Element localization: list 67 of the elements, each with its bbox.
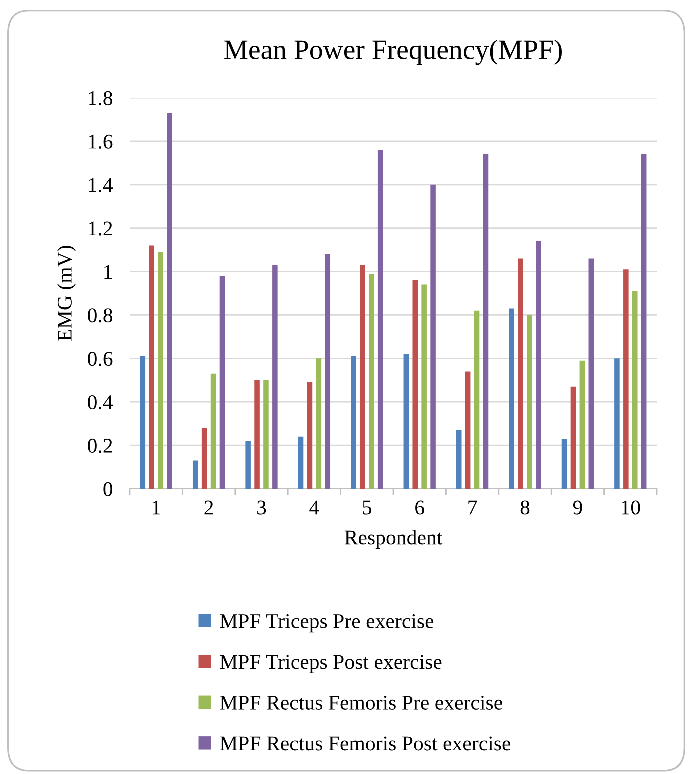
bar (624, 270, 629, 489)
y-tick-label: 1.6 (89, 134, 113, 149)
x-tick-label: 8 (520, 500, 530, 515)
bar (430, 184, 436, 489)
bar (378, 150, 384, 489)
bar (562, 439, 568, 489)
bar (518, 258, 524, 489)
bar (220, 276, 226, 489)
bar (570, 386, 576, 489)
chart-title: Mean Power Frequency(MPF) (224, 40, 562, 66)
bar (368, 274, 374, 489)
x-tick-label: 2 (204, 500, 214, 515)
bar (246, 441, 251, 489)
y-tick-label: 1.4 (89, 178, 114, 192)
x-tick-label: 1 (152, 500, 160, 515)
x-tick-label: 7 (468, 500, 478, 515)
bar (641, 154, 647, 489)
x-tick-label: 9 (573, 500, 582, 515)
bar (210, 374, 216, 489)
y-tick-label: 1 (104, 265, 112, 280)
bar (254, 380, 260, 489)
x-tick-label: 10 (622, 500, 640, 515)
x-axis-title: Respondent (344, 530, 443, 550)
bar (192, 460, 198, 489)
bar (167, 113, 172, 489)
legend-label: MPF Rectus Femoris Post exercise (220, 736, 511, 751)
bar (483, 154, 489, 489)
bar (632, 291, 638, 489)
legend-label: MPF Triceps Pre exercise (220, 614, 434, 633)
bar (412, 280, 418, 489)
bar (298, 436, 304, 489)
bar (325, 254, 331, 489)
bar (422, 284, 427, 489)
bar (307, 382, 313, 489)
bar (588, 258, 594, 489)
bar (149, 246, 155, 489)
bar (158, 252, 164, 489)
legend-label: MPF Triceps Post exercise (220, 655, 442, 674)
bar (316, 358, 322, 489)
bar (351, 356, 356, 489)
bar (509, 308, 514, 489)
bar (536, 241, 542, 489)
y-tick-label: 0.4 (88, 395, 114, 410)
bar (474, 310, 480, 489)
bar (580, 360, 586, 489)
bar (527, 315, 532, 489)
y-tick-label: 1.2 (89, 222, 112, 236)
y-tick-label: 0.6 (88, 352, 113, 366)
bar (140, 356, 146, 489)
legend-label: MPF Rectus Femoris Pre exercise (220, 696, 502, 710)
y-tick-label: 0.8 (88, 308, 113, 323)
bar (456, 430, 462, 489)
y-tick-label: 0.2 (88, 438, 112, 454)
y-axis-title: EMG (mV) (57, 246, 76, 342)
bar (360, 265, 366, 489)
y-tick-label: 0 (104, 482, 113, 496)
bar (202, 428, 208, 489)
bar (614, 358, 620, 489)
bar (404, 354, 410, 489)
x-tick-label: 5 (363, 500, 372, 515)
bar (272, 265, 278, 489)
x-tick-label: 3 (258, 500, 266, 515)
y-tick-label: 1.8 (89, 91, 113, 106)
bar (264, 380, 269, 489)
x-tick-label: 6 (416, 500, 424, 515)
bar (465, 372, 471, 489)
x-tick-label: 4 (310, 500, 320, 515)
